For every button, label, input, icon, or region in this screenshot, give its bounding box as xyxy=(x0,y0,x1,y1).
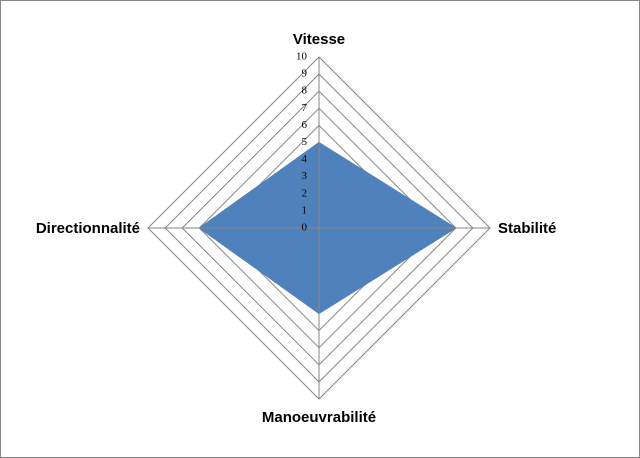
r-tick-label: 1 xyxy=(302,204,308,216)
category-label: Directionnalité xyxy=(36,220,140,237)
r-tick-label: 5 xyxy=(302,136,308,148)
category-label: Stabilité xyxy=(498,220,556,237)
r-tick-label: 6 xyxy=(302,119,308,131)
r-tick-label: 9 xyxy=(302,68,308,80)
r-tick-label: 10 xyxy=(296,51,308,63)
r-tick-label: 7 xyxy=(302,102,308,114)
r-tick-label: 4 xyxy=(302,153,308,165)
r-tick-label: 2 xyxy=(302,187,308,199)
category-label: Manoeuvrabilité xyxy=(262,409,376,426)
r-tick-label: 3 xyxy=(302,170,308,182)
category-label: Vitesse xyxy=(293,31,345,48)
r-tick-label: 8 xyxy=(302,85,308,97)
r-tick-label: 0 xyxy=(302,222,308,234)
